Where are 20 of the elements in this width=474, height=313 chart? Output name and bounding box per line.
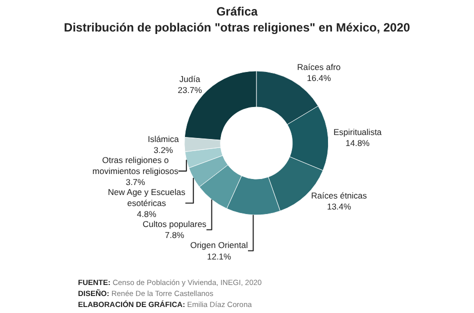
data-label: 4.8% — [136, 209, 157, 220]
slice-label: Otras religiones o movimientos religiosos — [92, 155, 178, 176]
slice-label: Origen Oriental — [190, 240, 248, 250]
slice-label: Raíces afro — [297, 62, 341, 72]
data-label: 14.8% — [346, 138, 370, 148]
slice-label: New Age y Escuelas esotéricas — [108, 187, 186, 208]
slice-label: Cultos populares — [142, 219, 206, 230]
slice-label: Judía — [179, 74, 200, 84]
data-label: 13.4% — [326, 201, 352, 212]
chart-title: Gráfica — [216, 4, 258, 19]
slice-label: Espiritualista — [333, 127, 382, 138]
data-label: 23.7% — [178, 84, 202, 95]
slice-label: Islámica — [148, 134, 180, 144]
data-label: 7.8% — [164, 230, 185, 240]
chart-subtitle: Distribución de población "otras religiones" en México, 2020 — [64, 20, 410, 34]
data-label: 3.2% — [154, 145, 174, 155]
data-label: 16.4% — [306, 72, 332, 83]
data-label: 12.1% — [206, 251, 232, 262]
slice-label: Raíces étnicas — [311, 190, 367, 200]
data-label: 3.7% — [126, 177, 146, 188]
